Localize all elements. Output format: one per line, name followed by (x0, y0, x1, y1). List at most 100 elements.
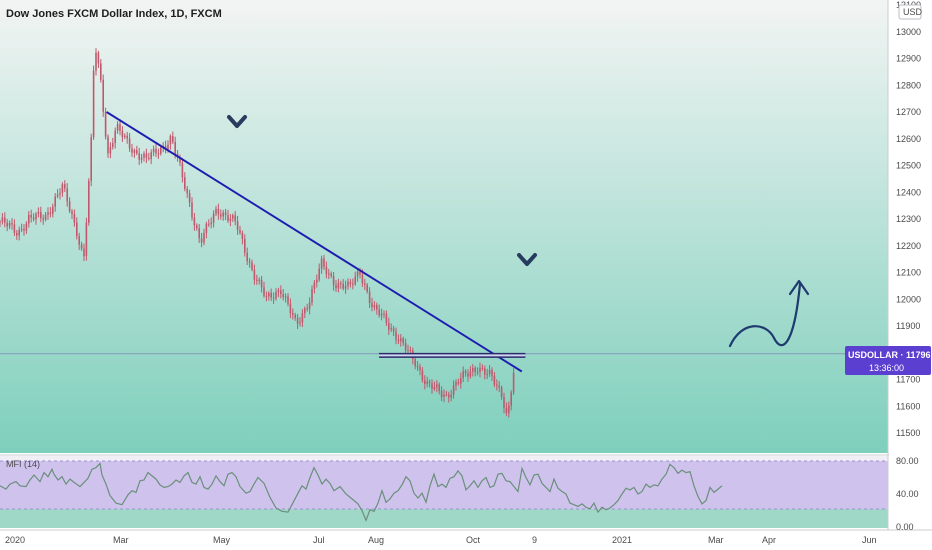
candle-body (181, 162, 184, 178)
curved-arrow-head (788, 279, 810, 296)
price-axis-background (889, 0, 932, 530)
candle-body (227, 215, 229, 221)
candle-body (287, 296, 289, 304)
candle-body (208, 223, 210, 225)
candle-body (35, 213, 37, 220)
candle-body (196, 225, 198, 229)
mfi-tick-label: 40.00 (896, 489, 919, 499)
candle-body (150, 152, 152, 159)
candle-body (80, 244, 83, 249)
candle-body (455, 382, 457, 386)
mfi-line (0, 462, 723, 523)
candle-body (452, 385, 455, 395)
candle-body (25, 223, 28, 231)
candle-body (0, 221, 1, 223)
candle-body (248, 261, 251, 263)
candle-body (71, 211, 73, 214)
candle-body (119, 124, 121, 131)
candle-body (133, 150, 136, 153)
candle-body (464, 371, 467, 374)
candle-body (232, 215, 234, 219)
candle-body (136, 150, 138, 154)
currency-badge-frame[interactable] (898, 4, 922, 20)
mfi-label: MFI (14) (6, 459, 40, 469)
candle-body (112, 143, 114, 148)
candle-body (416, 366, 419, 368)
candle-body (474, 368, 476, 372)
candle-body (1, 217, 4, 222)
candle-body (390, 328, 392, 330)
candle-body (109, 147, 112, 154)
chevron-down-icon (517, 253, 537, 266)
candle-body (332, 276, 335, 286)
candle-body (270, 292, 272, 298)
candle-body (169, 136, 172, 145)
price-tick-label: 12800 (896, 80, 921, 90)
candle-body (383, 313, 385, 315)
candle-body (224, 212, 227, 216)
candle-body (400, 338, 402, 342)
candle-body (160, 147, 162, 154)
price-tick-label: 12600 (896, 134, 921, 144)
price-tick-label: 12500 (896, 161, 921, 171)
candle-body (174, 142, 176, 154)
trendline[interactable] (106, 111, 523, 373)
candle-body (481, 367, 484, 369)
candle-body (140, 157, 143, 160)
time-tick-label: Jul (313, 535, 325, 545)
candle-body (138, 153, 140, 160)
candle-body (503, 397, 505, 408)
candle-body (359, 271, 361, 275)
candle-body (284, 296, 287, 298)
candle-body (222, 212, 224, 217)
candle-body (280, 290, 282, 295)
candle-body (212, 213, 215, 223)
candle-body (275, 292, 277, 299)
price-tag-label: USDOLLAR · 11796 (848, 350, 931, 360)
candle-body (294, 315, 296, 318)
candle-body (8, 223, 11, 227)
candle-body (428, 381, 431, 384)
candle-body (335, 285, 337, 289)
candle-body (97, 52, 100, 64)
candle-body (157, 153, 160, 155)
candle-body (436, 384, 438, 387)
candle-body (311, 289, 313, 303)
candle-body (95, 52, 97, 71)
candle-body (73, 214, 76, 223)
candle-body (13, 224, 16, 233)
candle-body (402, 338, 404, 343)
candle-body (128, 138, 131, 149)
candle-body (313, 282, 316, 289)
candle-body (409, 350, 412, 352)
time-axis-background (0, 530, 932, 550)
price-tick-label: 11600 (896, 401, 920, 411)
candle-body (265, 295, 268, 297)
candle-body (476, 372, 479, 373)
candle-body (419, 366, 421, 371)
candle-body (83, 248, 85, 257)
candle-body (508, 405, 510, 414)
candlestick-series (0, 48, 515, 418)
candle-body (292, 313, 294, 315)
candle-body (124, 135, 126, 137)
candle-body (371, 303, 373, 308)
candle-body (378, 309, 380, 316)
candle-body (424, 380, 426, 384)
candle-body (421, 370, 424, 381)
candle-body (20, 228, 23, 230)
candle-body (215, 208, 217, 214)
candle-body (426, 381, 428, 384)
time-tick-label: 2021 (612, 535, 632, 545)
candle-body (397, 339, 400, 342)
time-tick-label: May (213, 535, 231, 545)
candle-body (205, 223, 208, 233)
candle-body (496, 384, 498, 386)
candle-body (88, 180, 90, 223)
candle-body (100, 63, 102, 80)
candle-body (467, 373, 469, 377)
candle-body (155, 148, 157, 154)
candle-body (268, 292, 270, 297)
